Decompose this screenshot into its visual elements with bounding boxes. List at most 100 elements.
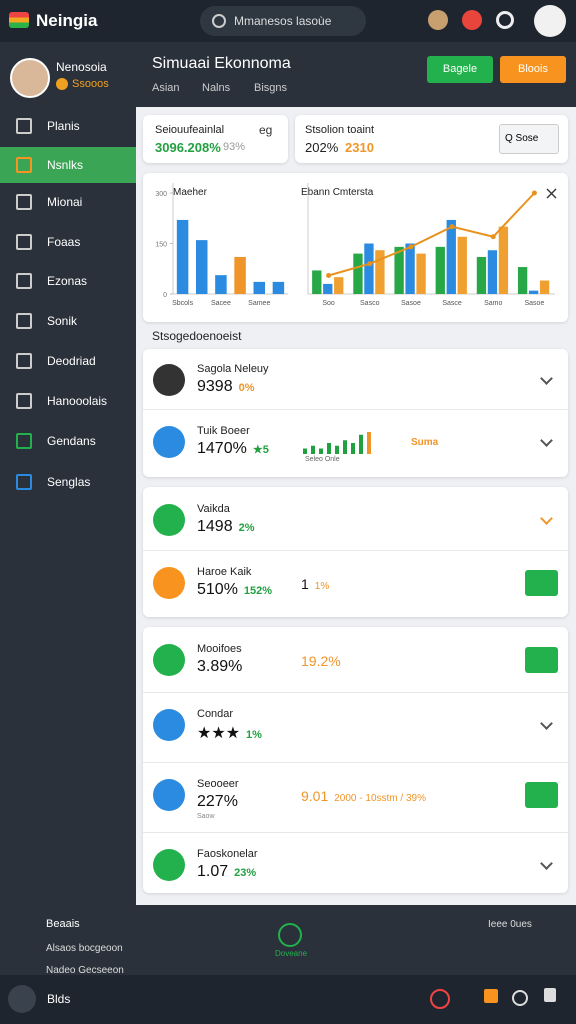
menu-item[interactable]: Gendans bbox=[47, 434, 96, 448]
x-tick-label: Sacee bbox=[211, 300, 231, 307]
right-change: 1% bbox=[314, 581, 330, 592]
button[interactable]: Bagele bbox=[427, 56, 493, 83]
x-tick-label: Samo bbox=[484, 300, 502, 307]
list-card: Sagola Neleuy 9398 0% Tuik Boeer 1470% ★5 Sele… bbox=[143, 349, 568, 477]
menu-item[interactable]: Hanooolais bbox=[47, 394, 108, 408]
sparkline bbox=[303, 432, 371, 454]
spark-bar bbox=[311, 445, 315, 454]
tab[interactable]: Nalns bbox=[202, 82, 231, 94]
row-value: 3.89% bbox=[197, 658, 243, 675]
action-button[interactable] bbox=[525, 570, 558, 596]
footer-link[interactable]: Alsaos bocgeoon bbox=[46, 943, 123, 954]
row-change: 2% bbox=[238, 522, 255, 534]
divider bbox=[143, 692, 568, 693]
menu-item[interactable]: Deodriad bbox=[47, 354, 96, 368]
chevron[interactable] bbox=[540, 434, 553, 447]
row-right: 1 1% bbox=[301, 576, 329, 592]
menu-icon bbox=[16, 313, 32, 329]
icon-button[interactable] bbox=[430, 989, 450, 1009]
row-icon bbox=[153, 567, 185, 599]
chevron[interactable] bbox=[540, 857, 553, 870]
avatar[interactable] bbox=[428, 10, 448, 30]
top-bar: Neingia Mmanesos lasoùe bbox=[0, 0, 576, 42]
menu-item[interactable]: Foaas bbox=[47, 235, 81, 249]
menu-icon bbox=[16, 393, 32, 409]
menu-item[interactable]: Ezonas bbox=[47, 274, 88, 288]
row-icon bbox=[153, 426, 185, 458]
bar bbox=[312, 270, 322, 294]
menu-icon bbox=[16, 474, 32, 490]
menu-item[interactable]: Nsnlks bbox=[47, 158, 84, 172]
bar bbox=[364, 243, 374, 294]
chevron[interactable] bbox=[540, 512, 553, 525]
chart: Maeher 0 150 300 Sbcols Sacee Samee Ebann Cmter… bbox=[155, 183, 557, 307]
line-point bbox=[531, 190, 537, 196]
bar bbox=[457, 236, 467, 294]
select[interactable]: Q Sose bbox=[499, 124, 559, 154]
list-card: Mooifoes 3.89% 19.2% Condar ★★★ 1% Seooeer 227%… bbox=[143, 627, 568, 893]
row-title: Vaikda bbox=[197, 503, 230, 515]
menu-item[interactable]: Sonik bbox=[47, 314, 78, 328]
row-icon bbox=[153, 504, 185, 536]
page-header: Simuaai Ekonnoma Asian Nalns Bisgns Bage… bbox=[136, 42, 576, 107]
bar bbox=[528, 290, 539, 294]
row-change: ★5 bbox=[252, 444, 269, 456]
bar bbox=[517, 267, 528, 294]
icon-button[interactable] bbox=[484, 989, 498, 1003]
menu-icon bbox=[16, 194, 32, 210]
row-value: 227% bbox=[197, 793, 238, 810]
close-icon[interactable] bbox=[546, 188, 557, 199]
footer-link[interactable]: Beaais bbox=[46, 918, 80, 930]
y-tick-label: 300 bbox=[155, 191, 167, 198]
icon-button[interactable] bbox=[512, 990, 528, 1006]
menu-item[interactable]: Senglas bbox=[47, 475, 91, 489]
row-values: ★★★ 1% bbox=[197, 723, 262, 743]
row-small: Saow bbox=[197, 813, 215, 820]
tab[interactable]: Bisgns bbox=[254, 82, 288, 94]
row-value: 1470% bbox=[197, 440, 247, 457]
line-point bbox=[326, 272, 332, 278]
menu-item[interactable]: Mionai bbox=[47, 195, 83, 209]
bar bbox=[215, 275, 227, 294]
summary-label: Stsolion toaint bbox=[305, 124, 375, 136]
menu-icon bbox=[16, 118, 32, 134]
row-change: 152% bbox=[243, 585, 273, 597]
sidebar: Nenosoia Ssooos Planis Nsnlks Mionai Foaas E… bbox=[0, 42, 136, 905]
y-tick-label: 150 bbox=[155, 242, 167, 249]
coin-icon bbox=[56, 78, 68, 90]
action-button[interactable] bbox=[525, 782, 558, 808]
search-icon bbox=[212, 14, 226, 28]
bar bbox=[196, 240, 208, 294]
row-value: 1498 bbox=[197, 518, 233, 535]
menu-item[interactable]: Planis bbox=[47, 119, 80, 133]
spark-bar bbox=[303, 448, 307, 454]
notification-icon[interactable] bbox=[462, 10, 482, 30]
action-button[interactable] bbox=[525, 647, 558, 673]
center-icon[interactable] bbox=[278, 923, 302, 947]
bottom-bar: Blds bbox=[0, 975, 576, 1024]
logo bbox=[9, 12, 29, 28]
bar bbox=[487, 250, 498, 294]
tab[interactable]: Asian bbox=[152, 82, 180, 94]
bar bbox=[476, 256, 487, 294]
row-value: ★★★ bbox=[197, 725, 241, 742]
icon-button[interactable] bbox=[544, 988, 556, 1002]
right-value: 9.01 bbox=[301, 788, 329, 804]
x-tick-label: Sasoe bbox=[401, 300, 421, 307]
button[interactable]: Bloois bbox=[500, 56, 566, 83]
footer-link[interactable]: Nadeo Gecseeon bbox=[46, 965, 124, 976]
right-value: 19.2% bbox=[301, 653, 341, 669]
menu-button[interactable] bbox=[8, 985, 36, 1013]
settings-icon[interactable] bbox=[496, 11, 514, 29]
bottom-label: Blds bbox=[47, 992, 71, 1006]
search-box[interactable]: Mmanesos lasoùe bbox=[200, 6, 366, 36]
bar bbox=[539, 280, 550, 294]
list-card: Vaikda 1498 2% Haroe Kaik 510% 152% 1 1% bbox=[143, 487, 568, 617]
row-values: 9398 0% bbox=[197, 378, 255, 396]
chevron[interactable] bbox=[540, 372, 553, 385]
user-avatar[interactable] bbox=[534, 5, 566, 37]
chart-title: Ebann Cmtersta bbox=[301, 187, 374, 198]
bar bbox=[353, 253, 363, 294]
chevron[interactable] bbox=[540, 717, 553, 730]
